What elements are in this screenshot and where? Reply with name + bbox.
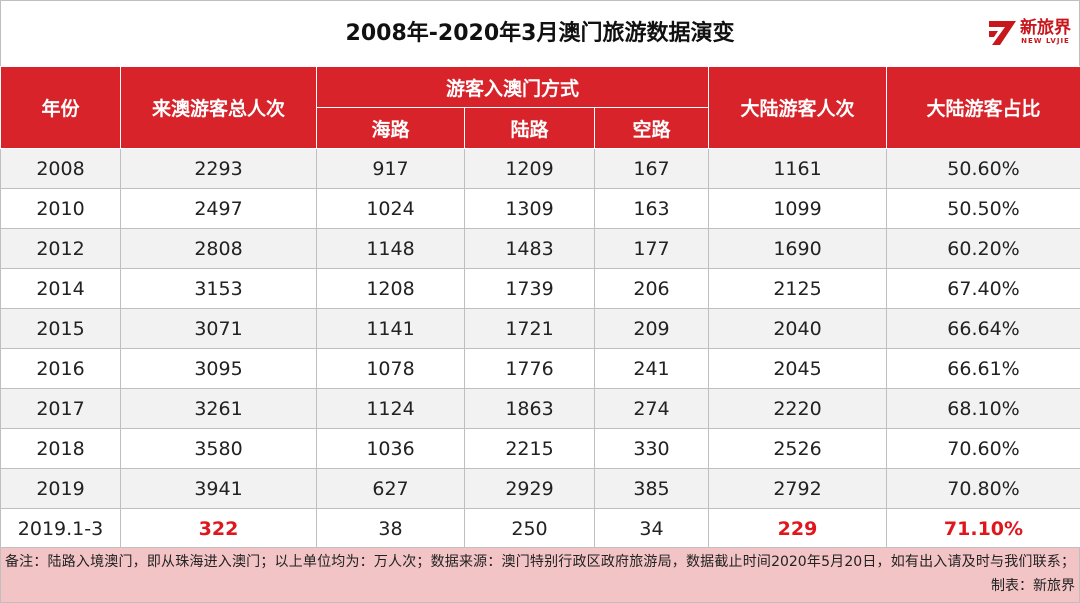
table-cell: 50.50% [887,189,1080,229]
logo-mark [986,17,1020,47]
table-cell: 2018 [1,429,121,469]
table-cell: 60.20% [887,229,1080,269]
table-cell: 66.61% [887,349,1080,389]
table-cell: 2040 [709,309,887,349]
table-cell: 163 [595,189,709,229]
table-cell: 2008 [1,149,121,189]
col-header: 大陆游客人次 [709,67,887,149]
col-header: 海路 [317,108,465,149]
table-cell: 34 [595,509,709,549]
table-cell: 70.80% [887,469,1080,509]
table-cell: 209 [595,309,709,349]
table-cell: 229 [709,509,887,549]
logo-subtext: NEW LVJIE [1020,37,1071,46]
table-cell: 2017 [1,389,121,429]
table-cell: 1739 [465,269,595,309]
table-cell: 3153 [121,269,317,309]
table-cell: 330 [595,429,709,469]
table-cell: 2019 [1,469,121,509]
table-cell: 71.10% [887,509,1080,549]
table-cell: 3261 [121,389,317,429]
table-cell: 2016 [1,349,121,389]
table-cell: 2929 [465,469,595,509]
footnote: 备注：陆路入境澳门，即从珠海进入澳门；以上单位均为：万人次；数据来源：澳门特别行… [0,547,1080,603]
table-cell: 177 [595,229,709,269]
title: 2008年-2020年3月澳门旅游数据演变 [346,21,735,46]
table-cell: 2808 [121,229,317,269]
table-cell: 917 [317,149,465,189]
table-cell: 385 [595,469,709,509]
table-cell: 627 [317,469,465,509]
table-cell: 1078 [317,349,465,389]
table-cell: 2215 [465,429,595,469]
col-header: 年份 [1,67,121,149]
table-cell: 2019.1-3 [1,509,121,549]
table-cell: 2045 [709,349,887,389]
table-cell: 2220 [709,389,887,429]
table-cell: 2792 [709,469,887,509]
col-header: 来澳游客总人次 [121,67,317,149]
col-header: 大陆游客占比 [887,67,1080,149]
table-cell: 167 [595,149,709,189]
table-cell: 3580 [121,429,317,469]
table-cell: 1099 [709,189,887,229]
data-table: 年份来澳游客总人次游客入澳门方式大陆游客人次大陆游客占比 海路陆路空路 2008… [0,66,1080,549]
table-cell: 274 [595,389,709,429]
col-header: 陆路 [465,108,595,149]
table-cell: 2497 [121,189,317,229]
table-cell: 241 [595,349,709,389]
table-cell: 1863 [465,389,595,429]
table-cell: 68.10% [887,389,1080,429]
table-cell: 1721 [465,309,595,349]
table-cell: 2010 [1,189,121,229]
table-cell: 1690 [709,229,887,269]
table-cell: 2014 [1,269,121,309]
table-cell: 206 [595,269,709,309]
table-cell: 3095 [121,349,317,389]
table-cell: 1148 [317,229,465,269]
table-cell: 50.60% [887,149,1080,189]
table-cell: 2015 [1,309,121,349]
table-cell: 1208 [317,269,465,309]
table-cell: 2012 [1,229,121,269]
table-cell: 250 [465,509,595,549]
table-cell: 1209 [465,149,595,189]
logo-text: 新旅界 [1020,19,1071,37]
table-cell: 1483 [465,229,595,269]
table-cell: 2125 [709,269,887,309]
table-cell: 2293 [121,149,317,189]
table-cell: 70.60% [887,429,1080,469]
table-cell: 1776 [465,349,595,389]
table-cell: 2526 [709,429,887,469]
table-cell: 1036 [317,429,465,469]
table-cell: 1024 [317,189,465,229]
table-cell: 3941 [121,469,317,509]
table-cell: 67.40% [887,269,1080,309]
table-cell: 322 [121,509,317,549]
col-header: 空路 [595,108,709,149]
col-header: 游客入澳门方式 [317,67,709,108]
table-cell: 66.64% [887,309,1080,349]
table-cell: 1141 [317,309,465,349]
table-cell: 1161 [709,149,887,189]
table-cell: 3071 [121,309,317,349]
table-cell: 1309 [465,189,595,229]
table-cell: 38 [317,509,465,549]
table-cell: 1124 [317,389,465,429]
